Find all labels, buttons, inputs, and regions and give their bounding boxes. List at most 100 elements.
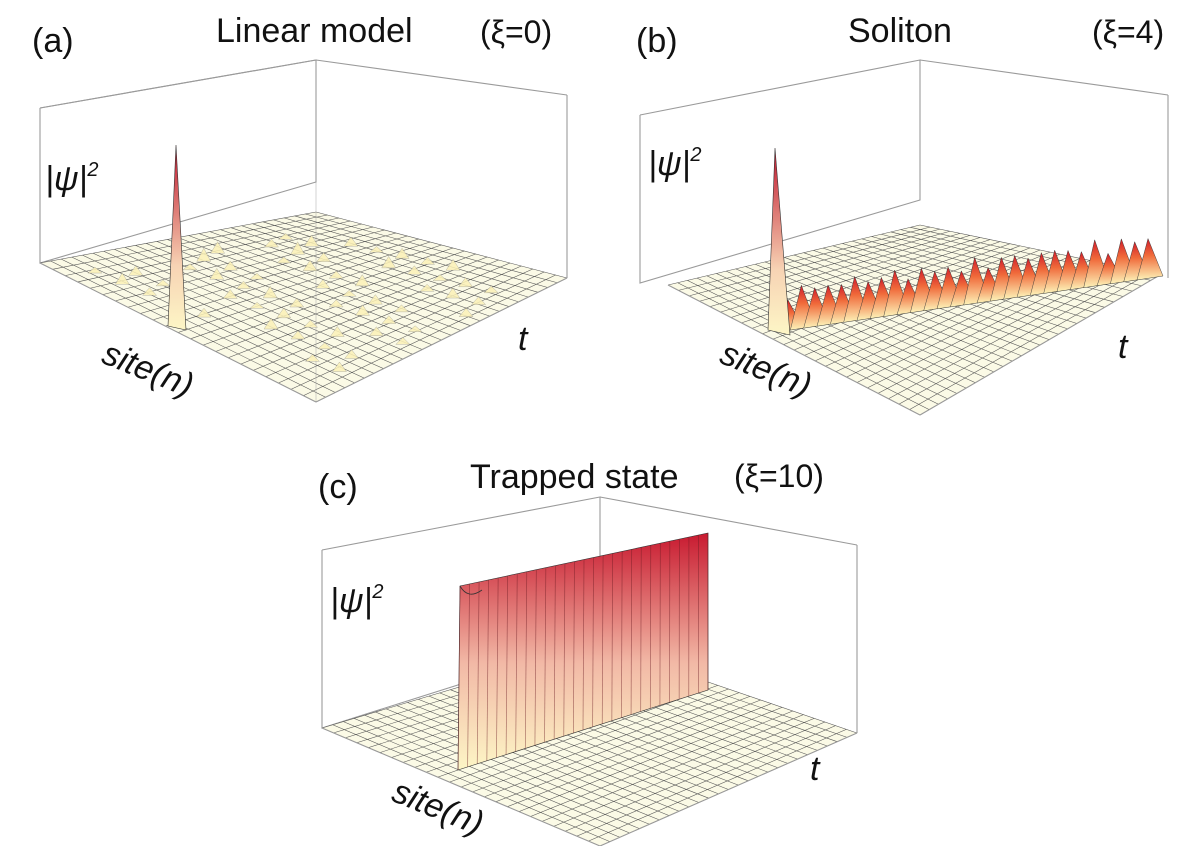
wall-initial-dip xyxy=(459,585,483,595)
surface-ripple xyxy=(222,260,238,271)
surface-ripple xyxy=(128,265,144,276)
grid-line xyxy=(678,226,931,291)
wall-fold-line xyxy=(601,555,604,724)
panel-c-box-front-right xyxy=(599,732,858,846)
panel-a-zlabel: |ψ|2 xyxy=(45,159,99,198)
surface-ripple xyxy=(458,307,474,317)
surface-ripple xyxy=(328,270,344,279)
grid-line xyxy=(588,729,847,842)
wall-fold-line xyxy=(534,569,537,746)
surface-ripple xyxy=(395,337,411,345)
grid-line xyxy=(495,699,761,803)
grid-line xyxy=(484,696,751,798)
panel-c-floor xyxy=(322,645,857,846)
grid-line xyxy=(709,233,961,307)
surface-ripple xyxy=(369,326,384,336)
wall-fold-line xyxy=(486,579,489,761)
grid-line xyxy=(898,270,1141,405)
surface-ripple xyxy=(196,307,212,318)
panel-c-wall xyxy=(457,532,709,771)
grid-line xyxy=(472,692,740,793)
wall-fold-line xyxy=(630,549,633,715)
surface-ripple xyxy=(305,354,320,362)
panel-a-box-front-right xyxy=(315,277,568,403)
surface-ripple xyxy=(264,239,279,248)
panel-c-tag: (c) xyxy=(318,468,358,506)
surface-ripple xyxy=(332,361,347,372)
surface-ripple xyxy=(483,285,499,293)
grid-line xyxy=(102,226,374,295)
wall-fold-line xyxy=(621,551,623,718)
grid-line xyxy=(190,247,453,340)
panel-a: (a) Linear model (ξ=0) |ψ|2 site(n) t xyxy=(32,12,568,405)
surface-ripple xyxy=(341,290,357,297)
surface-ripple xyxy=(445,259,461,271)
surface-ripple xyxy=(262,285,278,299)
grid-line xyxy=(507,703,772,807)
panel-b-surface xyxy=(776,237,1164,333)
surface-ripple xyxy=(210,241,225,254)
grid-line xyxy=(90,223,362,289)
grid-line xyxy=(667,224,921,286)
grid-line xyxy=(215,253,476,352)
surface-ripple xyxy=(302,259,318,271)
wall-fold-line xyxy=(496,577,499,758)
grid-line xyxy=(115,229,385,302)
panel-a-peak xyxy=(167,144,187,331)
panel-b-box-front-right xyxy=(919,274,1161,416)
surface-ripple xyxy=(290,330,306,340)
surface-ripple xyxy=(278,233,294,240)
grid-line xyxy=(553,718,815,827)
panel-c-box-top-right xyxy=(599,496,858,546)
wall-fold-line xyxy=(505,575,509,755)
surface-ripple xyxy=(420,256,435,265)
wall-fold-line xyxy=(573,561,575,734)
panel-b-box-front-left xyxy=(667,284,921,416)
panel-b-xlabel: t xyxy=(1118,328,1129,366)
surface-ripple xyxy=(369,246,384,253)
grid-line xyxy=(688,228,941,297)
panel-c-box-front-left xyxy=(321,727,601,846)
wall-fold-line xyxy=(553,565,556,740)
grid-line xyxy=(140,235,408,314)
surface-ripple xyxy=(344,349,359,359)
surface-ripple xyxy=(394,247,410,259)
wall-fold-line xyxy=(515,573,518,752)
surface-ripple xyxy=(249,272,265,280)
surface-ripple xyxy=(367,294,383,305)
panel-b-box-top-right xyxy=(919,59,1169,96)
grid-line xyxy=(541,714,804,822)
grid-line xyxy=(518,707,783,812)
surface-ripple xyxy=(381,256,396,269)
wall-fold-line xyxy=(611,553,613,721)
surface-ripple xyxy=(316,252,331,262)
wall-fold-line xyxy=(640,547,642,712)
surface-ripple xyxy=(381,315,397,324)
surface-ripple xyxy=(458,277,473,287)
panel-c: (c) Trapped state (ξ=10) |ψ|2 site(n) t xyxy=(318,458,858,846)
grid-line xyxy=(303,274,556,396)
grid-line xyxy=(177,244,442,333)
panel-c-parameter: (ξ=10) xyxy=(734,458,824,494)
surface-ripple xyxy=(394,304,409,313)
panel-a-tag: (a) xyxy=(32,22,74,60)
surface-ripple xyxy=(182,263,198,271)
surface-ripple xyxy=(304,234,319,247)
surface-ripple xyxy=(209,268,225,280)
grid-line xyxy=(52,214,328,270)
surface-ridge-segment xyxy=(1136,237,1164,281)
grid-line xyxy=(65,217,339,276)
surface-ripple xyxy=(236,280,251,289)
surface-ripple xyxy=(196,247,212,262)
surface-ripple xyxy=(328,299,344,308)
grid-line xyxy=(202,250,465,346)
wall-fold-line xyxy=(457,585,461,771)
panel-a-box-top-left xyxy=(39,59,317,109)
wall-fold-line xyxy=(476,581,480,764)
wall-fold-line xyxy=(467,583,470,767)
grid-line xyxy=(909,272,1151,410)
surface-ripple xyxy=(406,265,422,275)
wall-fold-line xyxy=(563,563,566,737)
surface-ripple xyxy=(249,302,265,309)
